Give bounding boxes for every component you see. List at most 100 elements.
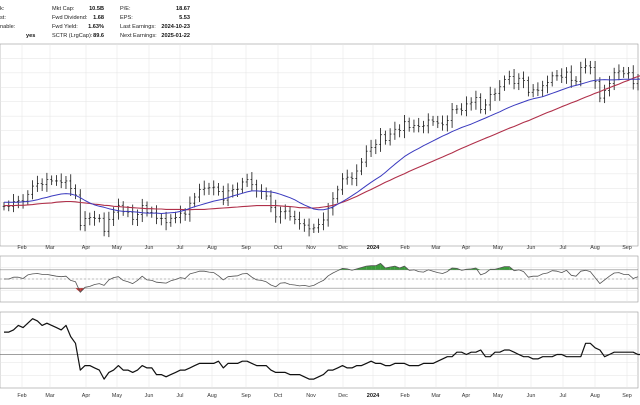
left-label-0: k: [0, 6, 5, 12]
price-bar [579, 62, 582, 86]
month-label-1: Apr [462, 393, 471, 399]
month-label-0: Feb [17, 245, 26, 251]
field-value-6: 2024-10-23 [161, 24, 190, 30]
year-label-0: 2024 [367, 245, 380, 251]
price-bar [36, 176, 39, 192]
price-bar [293, 211, 296, 225]
price-bar [60, 173, 63, 188]
month-label-1: Mar [45, 393, 54, 399]
price-bar [341, 173, 344, 195]
price-bar [374, 139, 377, 154]
month-label-0: Aug [207, 245, 217, 251]
month-label-1: May [112, 393, 122, 399]
price-bar [160, 213, 163, 225]
month-label-0: Apr [82, 245, 91, 251]
price-bar [26, 190, 29, 205]
month-label-0: Nov [306, 245, 316, 251]
price-bar [222, 186, 225, 205]
price-bar [351, 172, 354, 185]
year-label-1: 2024 [367, 393, 380, 399]
price-bar [193, 193, 196, 207]
price-bar [241, 178, 244, 193]
month-label-0: Sep [622, 245, 632, 251]
month-label-1: Feb [400, 393, 409, 399]
price-bar [498, 80, 501, 101]
month-label-1: Jul [177, 393, 184, 399]
field-value-1: 1.68 [93, 15, 104, 21]
price-bar [103, 212, 106, 236]
month-label-0: Sep [241, 245, 251, 251]
price-bar [408, 118, 411, 132]
month-label-1: Sep [241, 393, 251, 399]
price-bar [622, 67, 625, 78]
month-label-0: Oct [274, 245, 283, 251]
price-bar [436, 116, 439, 128]
price-bar [303, 219, 306, 232]
price-bar [475, 91, 478, 110]
price-bar [165, 212, 168, 230]
price-bar [79, 189, 82, 230]
month-label-0: Feb [400, 245, 409, 251]
price-bar [12, 194, 15, 212]
price-bar [513, 69, 516, 89]
field-value-0: 10.5B [89, 6, 104, 12]
price-bar [155, 205, 158, 224]
price-bar [370, 140, 373, 157]
month-label-0: Jun [527, 245, 536, 251]
month-label-0: Jul [177, 245, 184, 251]
price-bar [594, 61, 597, 89]
price-bar [203, 181, 206, 196]
month-label-1: Feb [17, 393, 26, 399]
month-label-1: Mar [431, 393, 440, 399]
month-label-1: Sep [622, 393, 632, 399]
price-bar [598, 77, 601, 102]
price-bar [560, 68, 563, 83]
price-bar [208, 183, 211, 195]
sma-200-line [4, 75, 640, 210]
price-bar [217, 183, 220, 196]
field-value-3: 89.6 [93, 33, 104, 39]
price-bar [3, 202, 6, 210]
month-label-0: Aug [590, 245, 600, 251]
field-value-7: 2025-01-22 [161, 33, 190, 39]
relative-strength-line [4, 319, 640, 379]
left-label-1: st: [0, 15, 6, 21]
field-value-5: 5.53 [179, 15, 190, 21]
price-bar [451, 103, 454, 128]
month-label-1: Jun [527, 393, 536, 399]
price-bar [31, 180, 34, 199]
price-bar [322, 212, 325, 230]
price-bar [117, 199, 120, 220]
overbought-fill [505, 267, 510, 270]
price-bar [532, 84, 535, 97]
price-bar [618, 64, 621, 80]
price-bar [432, 116, 435, 126]
field-label-1: Fwd Dividend: [52, 15, 88, 21]
price-bar [479, 93, 482, 113]
price-bar [441, 116, 444, 131]
price-bar [455, 105, 458, 114]
price-bar [417, 118, 420, 132]
price-bar [98, 214, 101, 222]
field-value-2: 1.63% [88, 24, 104, 30]
price-bar [289, 207, 292, 221]
price-bar [179, 206, 182, 224]
price-bar [141, 199, 144, 222]
price-bar [470, 97, 473, 110]
price-bar [489, 87, 492, 111]
field-label-6: Last Earnings: [120, 24, 156, 30]
price-bar [570, 65, 573, 87]
field-value-4: 18.67 [176, 6, 190, 12]
price-bar [422, 121, 425, 133]
price-bar [255, 180, 258, 198]
price-bar [250, 172, 253, 190]
price-bar [270, 190, 273, 212]
price-bar [317, 219, 320, 233]
price-bar [536, 82, 539, 96]
price-bar [575, 76, 578, 85]
price-bar [379, 128, 382, 152]
price-bar [308, 218, 311, 236]
